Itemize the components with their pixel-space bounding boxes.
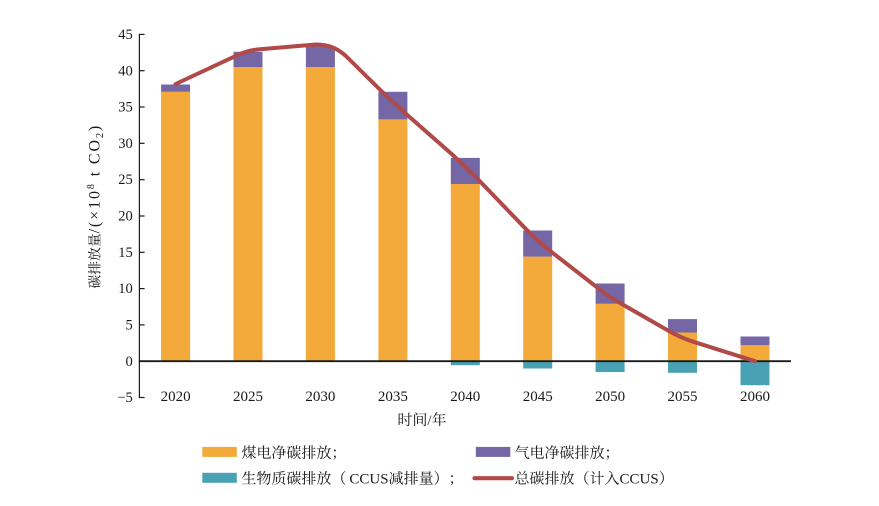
svg-text:/(×108 t CO2): /(×108 t CO2) bbox=[86, 124, 106, 234]
svg-text:10: 10 bbox=[118, 281, 133, 297]
svg-text:5: 5 bbox=[126, 318, 133, 334]
svg-text:CCUS: CCUS bbox=[349, 472, 388, 488]
svg-text:2020: 2020 bbox=[161, 389, 191, 405]
svg-text:2055: 2055 bbox=[668, 389, 698, 405]
svg-text:/: / bbox=[427, 413, 432, 429]
svg-text:2025: 2025 bbox=[233, 389, 263, 405]
svg-text:CCUS: CCUS bbox=[620, 472, 659, 488]
svg-text:2035: 2035 bbox=[378, 389, 408, 405]
svg-text:20: 20 bbox=[118, 209, 133, 225]
svg-text:45: 45 bbox=[118, 27, 133, 43]
svg-text:2040: 2040 bbox=[450, 389, 480, 405]
svg-text:15: 15 bbox=[118, 245, 133, 261]
svg-text:25: 25 bbox=[118, 172, 133, 188]
svg-text:2030: 2030 bbox=[305, 389, 335, 405]
svg-text:35: 35 bbox=[118, 100, 133, 116]
svg-text:−5: −5 bbox=[117, 390, 132, 406]
svg-text:40: 40 bbox=[118, 63, 133, 79]
svg-text:2045: 2045 bbox=[523, 389, 553, 405]
svg-text:0: 0 bbox=[126, 354, 133, 370]
svg-text:2050: 2050 bbox=[595, 389, 625, 405]
svg-text:2060: 2060 bbox=[740, 389, 770, 405]
svg-text:30: 30 bbox=[118, 136, 133, 152]
